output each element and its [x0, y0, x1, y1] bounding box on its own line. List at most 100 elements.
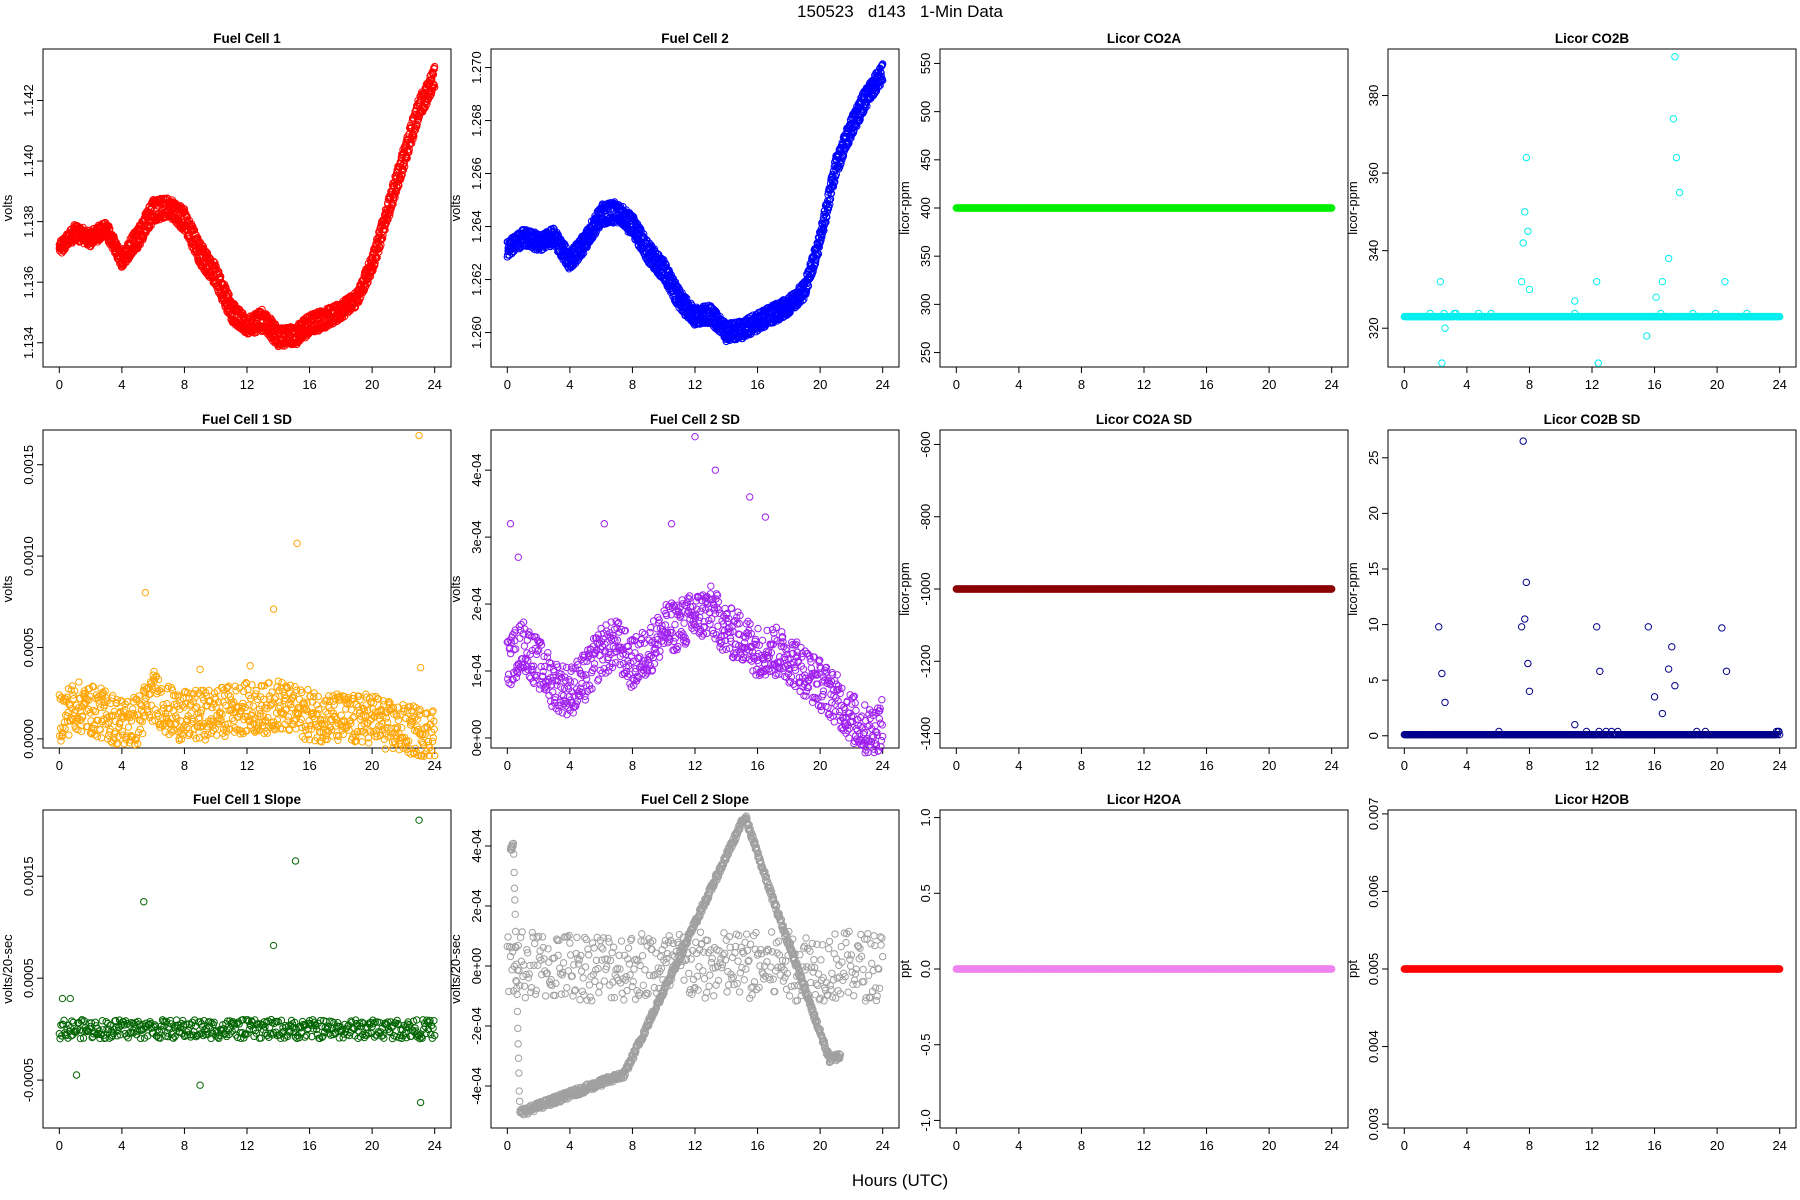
- x-tick-label: 20: [813, 377, 827, 392]
- x-tick-label: 20: [1710, 377, 1724, 392]
- x-tick-label: 8: [181, 758, 188, 773]
- data-point: [1658, 277, 1667, 286]
- data-point: [1438, 359, 1446, 367]
- data-point: [190, 226, 199, 234]
- data-point: [1672, 153, 1681, 162]
- y-tick-label: 250: [918, 342, 933, 364]
- y-tick-label: 1.262: [469, 263, 484, 296]
- y-tick-label: 1.138: [21, 205, 36, 238]
- y-tick-label: 1.260: [469, 316, 484, 349]
- data-point: [1524, 227, 1532, 235]
- x-tick-label: 16: [302, 377, 316, 392]
- x-tick-label: 12: [688, 377, 702, 392]
- y-tick-label: 1.140: [21, 145, 36, 178]
- y-axis-label: licor-ppm: [1345, 181, 1360, 234]
- data-point: [180, 205, 189, 213]
- x-tick-label: 16: [302, 758, 316, 773]
- y-tick-label: 0.0010: [21, 536, 36, 576]
- x-tick-label: 8: [629, 377, 636, 392]
- y-tick-label: 500: [918, 101, 933, 123]
- y-tick-label: 1.136: [21, 266, 36, 299]
- data-point: [1521, 208, 1529, 216]
- panel-title: Fuel Cell 1: [213, 31, 281, 46]
- x-tick-label: 16: [750, 377, 764, 392]
- data-point: [202, 248, 211, 256]
- x-tick-label: 4: [118, 758, 125, 773]
- x-tick-label: 4: [118, 377, 125, 392]
- x-tick-label: 0: [56, 758, 63, 773]
- x-tick-label: 0: [56, 377, 63, 392]
- x-tick-label: 0: [953, 377, 960, 392]
- data-point: [1519, 239, 1527, 247]
- x-tick-label: 24: [427, 758, 441, 773]
- x-tick-label: 24: [427, 377, 441, 392]
- x-tick-label: 16: [1199, 377, 1213, 392]
- y-axis-label: volts: [0, 575, 15, 602]
- data-point: [97, 734, 106, 742]
- y-tick-label: 550: [918, 53, 933, 75]
- y-tick-label: 1.134: [21, 326, 36, 359]
- y-tick-label: 380: [1366, 85, 1381, 107]
- x-tick-label: 16: [1647, 377, 1661, 392]
- data-point: [1664, 254, 1673, 263]
- data-point: [212, 265, 221, 274]
- series-0: [55, 62, 439, 339]
- data-point: [1525, 285, 1534, 294]
- y-axis-label: volts: [0, 194, 15, 221]
- data-point: [1436, 277, 1444, 286]
- x-tick-label: 12: [240, 377, 254, 392]
- x-tick-label: 8: [1078, 377, 1085, 392]
- data-point: [155, 200, 164, 208]
- series-0: [55, 667, 439, 761]
- data-point: [151, 705, 159, 714]
- data-point: [258, 305, 266, 314]
- x-tick-label: 8: [1526, 377, 1533, 392]
- y-tick-label: 450: [918, 149, 933, 171]
- y-tick-label: 340: [1366, 240, 1381, 262]
- data-point: [75, 678, 83, 686]
- y-axis-label: volts: [448, 194, 463, 221]
- x-tick-label: 12: [1585, 377, 1599, 392]
- x-tick-label: 4: [566, 377, 573, 392]
- x-tick-label: 20: [365, 758, 379, 773]
- x-tick-label: 4: [1015, 377, 1022, 392]
- data-point: [1671, 53, 1679, 61]
- panel-title: Licor CO2B: [1555, 31, 1630, 46]
- y-tick-label: 0.0000: [21, 719, 36, 759]
- panel-title: Fuel Cell 2: [661, 31, 729, 46]
- data-point: [124, 723, 133, 731]
- data-point: [1517, 277, 1526, 286]
- data-point: [1522, 153, 1531, 162]
- data-point: [111, 244, 119, 253]
- y-tick-label: 0.0005: [21, 628, 36, 668]
- x-tick-label: 4: [1463, 377, 1470, 392]
- panel-title: Fuel Cell 1 SD: [202, 412, 292, 427]
- data-point: [147, 701, 156, 710]
- y-tick-label: 360: [1366, 162, 1381, 184]
- panel-0: Fuel Cell 1 volts 0 4 8 12 16 20 24 1.134 1.136 1.1…: [0, 31, 452, 392]
- x-tick-label: 20: [365, 377, 379, 392]
- data-point: [1441, 324, 1449, 332]
- y-axis-label: licor-ppm: [897, 181, 912, 234]
- y-tick-label: 400: [918, 197, 933, 219]
- x-tick-label: 12: [240, 758, 254, 773]
- series-1: [55, 80, 439, 351]
- y-tick-label: 350: [918, 245, 933, 267]
- x-tick-label: 24: [1772, 377, 1786, 392]
- data-point: [1669, 115, 1678, 123]
- y-tick-label: 1.142: [21, 84, 36, 117]
- x-tick-label: 0: [504, 377, 511, 392]
- y-tick-label: 1.270: [469, 51, 484, 84]
- data-point: [1592, 277, 1601, 286]
- x-tick-label: 8: [181, 377, 188, 392]
- x-tick-label: 0: [1401, 377, 1408, 392]
- data-point: [65, 731, 73, 739]
- page-title: 150523 d143 1-Min Data: [796, 2, 1004, 21]
- series-0: [1400, 309, 1784, 321]
- data-point: [1594, 359, 1602, 367]
- data-point: [430, 62, 439, 71]
